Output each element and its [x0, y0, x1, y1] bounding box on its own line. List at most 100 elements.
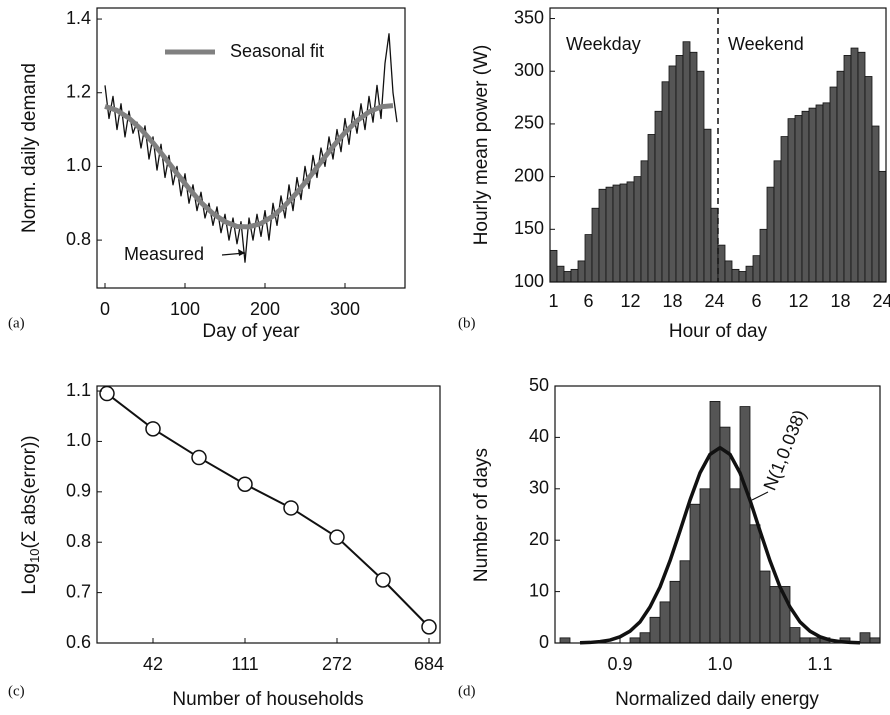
- x-tick-label: 200: [250, 299, 280, 319]
- bar: [710, 207, 719, 283]
- y-axis-title: Norm. daily demand: [19, 63, 40, 233]
- histogram-bar: [709, 401, 721, 644]
- bar: [829, 86, 838, 283]
- x-tick-label: 0.9: [607, 654, 632, 674]
- bar: [703, 128, 712, 283]
- histogram-bar: [799, 637, 811, 644]
- panel-label: (d): [458, 683, 476, 699]
- bar: [633, 176, 642, 283]
- plot-frame: [549, 7, 887, 283]
- marker: [145, 421, 161, 437]
- histogram-bar: [769, 586, 781, 644]
- histogram-bar: [659, 601, 671, 644]
- x-tick-label: 18: [662, 291, 682, 311]
- plot-frame: [96, 385, 441, 644]
- bar: [766, 186, 775, 283]
- histogram-bar: [719, 426, 731, 644]
- bar: [717, 244, 726, 283]
- bar: [780, 136, 789, 283]
- bar: [661, 81, 670, 283]
- bar: [563, 271, 572, 283]
- y-axis-title: Log10(Σ abs(error)): [19, 435, 42, 594]
- x-tick-label: 12: [620, 291, 640, 311]
- bar: [801, 110, 810, 283]
- x-tick-label: 24: [872, 291, 890, 311]
- plot-frame: [554, 385, 881, 644]
- panel-label: (c): [8, 683, 25, 699]
- y-tick-label: 0.8: [66, 229, 91, 249]
- series-line: [106, 392, 430, 628]
- histogram-bar: [809, 637, 821, 644]
- bar: [773, 160, 782, 283]
- bar: [577, 260, 586, 283]
- legend-label: Seasonal fit: [230, 41, 324, 61]
- bar: [598, 188, 607, 283]
- annotation: Weekend: [728, 34, 804, 54]
- histogram-bar: [639, 632, 651, 644]
- y-tick-label: 50: [529, 375, 549, 395]
- x-tick-label: 0: [100, 299, 110, 319]
- bar: [689, 51, 698, 283]
- y-tick-label: 200: [514, 165, 544, 185]
- y-tick-label: 250: [514, 113, 544, 133]
- fit-curve: [579, 445, 861, 645]
- y-axis-title-part: (Σ abs(error)): [19, 435, 40, 548]
- x-tick-label: 12: [788, 291, 808, 311]
- x-tick-label: 300: [330, 299, 360, 319]
- bar: [738, 271, 747, 283]
- marker: [237, 476, 253, 493]
- y-tick-label: 0.6: [66, 632, 91, 652]
- bar: [626, 181, 635, 283]
- bar: [850, 47, 859, 283]
- arrow-head: [238, 249, 245, 256]
- histogram-bar: [789, 627, 801, 644]
- y-axis-title: Hourly mean power (W): [471, 45, 492, 246]
- x-axis-title: Normalized daily energy: [615, 689, 819, 710]
- y-axis-title-part: Log: [19, 563, 40, 595]
- annotation: N(1,0.038): [760, 407, 810, 493]
- x-tick-label: 100: [170, 299, 200, 319]
- bar: [808, 107, 817, 283]
- bar: [871, 125, 880, 283]
- series-line: [104, 103, 394, 230]
- x-axis-title: Hour of day: [669, 321, 768, 342]
- bar: [675, 55, 684, 283]
- marker: [329, 529, 345, 545]
- bar: [612, 184, 621, 283]
- bar: [696, 70, 705, 283]
- bar: [682, 41, 691, 283]
- bar: [759, 228, 768, 283]
- marker: [191, 449, 207, 466]
- y-tick-label: 0.8: [66, 531, 91, 551]
- bar: [878, 170, 887, 283]
- y-tick-label: 1.0: [66, 155, 91, 175]
- bar: [836, 70, 845, 283]
- y-tick-label: 20: [529, 529, 549, 549]
- bar: [724, 260, 733, 283]
- y-axis-title-sub: 10: [27, 548, 42, 562]
- y-tick-label: 0: [539, 632, 549, 652]
- histogram-bar: [729, 488, 741, 644]
- bar: [556, 265, 565, 283]
- histogram-bar: [859, 632, 871, 644]
- bar: [822, 102, 831, 283]
- bar: [752, 255, 761, 283]
- histogram-bar: [739, 406, 751, 644]
- x-tick-label: 111: [231, 654, 258, 674]
- y-tick-label: 30: [529, 478, 549, 498]
- annotation: Weekday: [566, 34, 641, 54]
- x-tick-label: 1: [548, 291, 558, 311]
- histogram-bar: [699, 488, 711, 644]
- bar: [605, 186, 614, 283]
- x-tick-label: 272: [322, 654, 352, 674]
- x-tick-label: 18: [830, 291, 850, 311]
- bar: [864, 76, 873, 283]
- y-tick-label: 1.1: [66, 380, 91, 400]
- histogram-bar: [679, 560, 691, 644]
- histogram-bar: [629, 637, 641, 644]
- y-tick-label: 10: [529, 580, 549, 600]
- y-tick-label: 350: [514, 7, 544, 27]
- annotation: Measured: [124, 244, 204, 264]
- plot-frame: [96, 7, 406, 289]
